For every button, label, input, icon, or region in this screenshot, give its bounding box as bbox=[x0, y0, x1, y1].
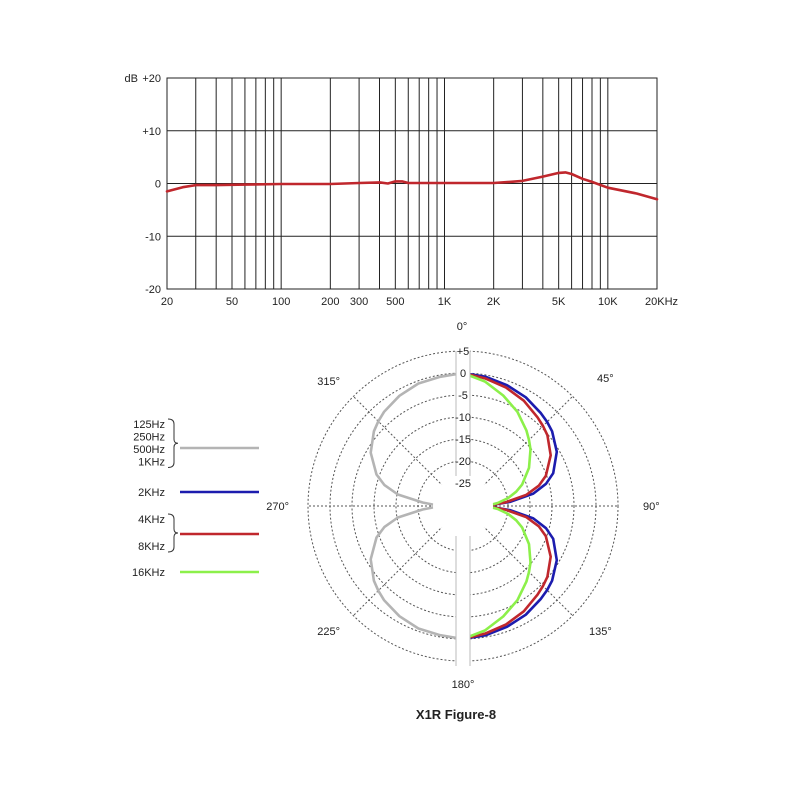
legend-label: 2KHz bbox=[138, 487, 165, 499]
polar-pattern-chart: +5 0 -5 -10 -15 -20 -25 0° 45° 90° 135° 180° 225° 270… bbox=[266, 321, 659, 691]
y-axis-unit-label: dB bbox=[125, 73, 138, 85]
x-tick-label: 20 bbox=[161, 296, 173, 308]
x-tick-label: 500 bbox=[386, 296, 404, 308]
legend-label: 250Hz bbox=[133, 432, 165, 444]
legend-brace bbox=[167, 513, 179, 553]
legend-label: 1KHz bbox=[138, 457, 165, 469]
angle-label: 270° bbox=[266, 501, 289, 513]
x-tick-label: 1K bbox=[438, 296, 452, 308]
y-tick-label: +20 bbox=[142, 73, 161, 85]
x-tick-label: 300 bbox=[350, 296, 368, 308]
x-tick-label: 100 bbox=[272, 296, 290, 308]
legend-label: 125Hz bbox=[133, 419, 165, 431]
radial-tick-label: -5 bbox=[458, 390, 468, 402]
radial-tick-label: 0 bbox=[460, 368, 466, 380]
y-tick-label: -10 bbox=[145, 231, 161, 243]
frequency-response-line bbox=[165, 171, 659, 201]
legend-label: 8KHz bbox=[138, 541, 165, 553]
angle-label: 90° bbox=[643, 501, 660, 513]
radial-tick-label: -10 bbox=[455, 412, 471, 424]
legend-label: 500Hz bbox=[133, 444, 165, 456]
legend-label: 16KHz bbox=[132, 567, 165, 579]
x-tick-label: 200 bbox=[321, 296, 339, 308]
x-tick-label: 20KHz bbox=[645, 296, 678, 308]
radial-tick-label: -20 bbox=[455, 456, 471, 468]
angle-label: 225° bbox=[317, 626, 340, 638]
angle-label: 315° bbox=[317, 376, 340, 388]
angle-label: 135° bbox=[589, 626, 612, 638]
y-tick-label: -20 bbox=[145, 284, 161, 296]
frequency-response-chart: +20 +10 0 -10 -20 dB 20 50 100 200 300 500 1K 2K 5K 10K… bbox=[125, 73, 679, 308]
chart-title: X1R Figure-8 bbox=[416, 707, 496, 722]
angle-label: 45° bbox=[597, 373, 614, 385]
x-tick-label: 5K bbox=[552, 296, 566, 308]
center-hole bbox=[433, 476, 493, 536]
x-tick-label: 50 bbox=[226, 296, 238, 308]
x-tick-label: 10K bbox=[598, 296, 618, 308]
angle-label: 180° bbox=[452, 679, 475, 691]
plot-frame bbox=[166, 77, 658, 290]
radial-tick-label: -25 bbox=[455, 478, 471, 490]
radial-tick-label: +5 bbox=[457, 346, 470, 358]
legend-label: 4KHz bbox=[138, 514, 165, 526]
radial-tick-label: -15 bbox=[455, 434, 471, 446]
y-tick-label: +10 bbox=[142, 126, 161, 138]
x-tick-label: 2K bbox=[487, 296, 501, 308]
angle-label: 0° bbox=[457, 321, 468, 333]
y-tick-label: 0 bbox=[155, 179, 161, 191]
polar-ring bbox=[351, 394, 575, 618]
polar-ring bbox=[307, 350, 619, 662]
legend-brace bbox=[167, 418, 179, 468]
